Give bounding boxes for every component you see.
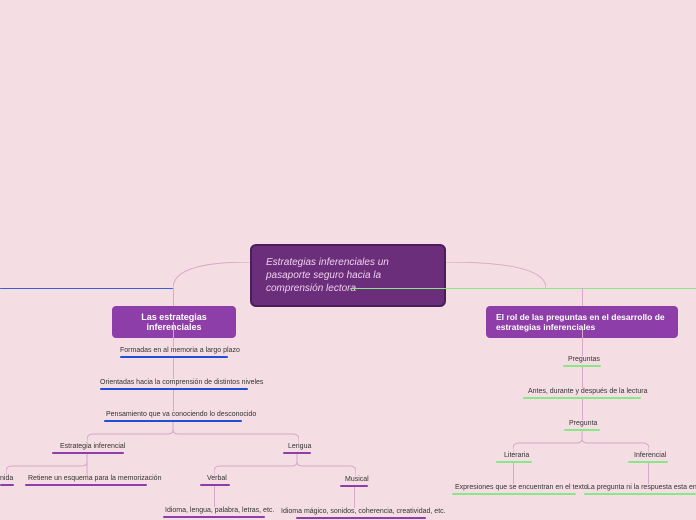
left-r6-2: Idioma mágico, sonidos, coherencia, crea… <box>281 508 446 515</box>
left-r6-1: Idioma, lengua, palabra, letras, etc. <box>165 507 274 514</box>
ul <box>452 493 576 495</box>
conn <box>214 486 215 507</box>
right-r4-2: Inferencial <box>634 452 666 459</box>
ul <box>120 356 228 358</box>
conn <box>173 322 174 347</box>
conn <box>173 390 174 411</box>
conn <box>582 399 583 420</box>
conn <box>354 487 355 508</box>
ul <box>496 461 532 463</box>
conn <box>513 463 514 484</box>
right-r5-1: Expresiones que se encuentran en el text… <box>455 484 588 491</box>
conn <box>582 367 583 388</box>
left-c3: Pensamiento que va conociendo lo descono… <box>106 411 256 418</box>
ul <box>104 420 242 422</box>
root-node[interactable]: Estrategias inferenciales un pasaporte s… <box>250 244 446 307</box>
ul <box>296 517 426 519</box>
left-r5-3: Musical <box>345 476 369 483</box>
left-r4-1: Estrategia inferencial <box>60 443 125 450</box>
conn <box>582 288 583 306</box>
left-r5-1: Retiene un esquema para la memorización <box>28 475 161 482</box>
ul <box>200 484 230 486</box>
main-line-left <box>0 288 173 289</box>
left-c1: Formadas en al memoria a largo plazo <box>120 347 240 354</box>
ul <box>163 516 265 518</box>
right-c3: Pregunta <box>569 420 597 427</box>
right-r4-1: Literaria <box>504 452 529 459</box>
right-r5-2: La pregunta ni la respuesta esta en el l <box>587 484 696 491</box>
ul <box>52 452 124 454</box>
conn <box>173 288 174 306</box>
ul <box>0 484 14 486</box>
branch-right-label: El rol de las preguntas en el desarrollo… <box>496 312 665 332</box>
right-c2: Antes, durante y después de la lectura <box>528 388 647 395</box>
conn <box>648 463 649 484</box>
right-c1: Preguntas <box>568 356 600 363</box>
ul <box>25 484 147 486</box>
conn <box>173 358 174 379</box>
ul <box>100 388 248 390</box>
left-r5-2: Verbal <box>207 475 227 482</box>
ul <box>564 429 600 431</box>
conn <box>582 330 583 356</box>
ul <box>283 452 311 454</box>
branch-left[interactable]: Las estrategias inferenciales <box>112 306 236 338</box>
left-c2: Orientadas hacia la comprensión de disti… <box>100 379 263 386</box>
ul <box>584 493 696 495</box>
left-r5-0: nida <box>0 475 13 482</box>
main-line-right <box>350 288 696 289</box>
left-r4-2: Lengua <box>288 443 311 450</box>
